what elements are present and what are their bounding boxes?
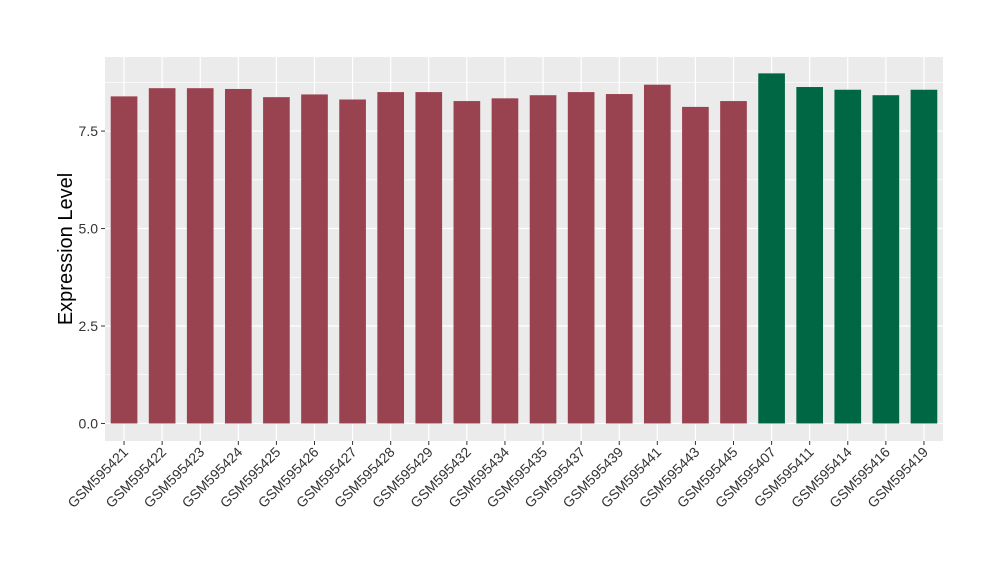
y-tick-label: 0.0 (79, 415, 99, 431)
bar (263, 97, 290, 424)
bar (796, 87, 824, 424)
bar (453, 101, 481, 424)
bar (301, 94, 328, 424)
bar (148, 88, 176, 424)
y-tick-label: 2.5 (79, 318, 99, 334)
bar (110, 96, 138, 424)
bar (643, 84, 671, 424)
bar (186, 88, 214, 424)
bar (605, 94, 633, 424)
bar (224, 88, 252, 424)
bar (872, 95, 900, 424)
bar (567, 92, 595, 424)
bar (682, 106, 709, 424)
bar (377, 92, 405, 424)
bars (110, 73, 938, 424)
y-axis-title: Expression Level (55, 173, 77, 325)
y-tick-label: 7.5 (79, 123, 99, 139)
bar (720, 101, 747, 424)
bar (758, 73, 785, 424)
x-axis: GSM595421GSM595422GSM595423GSM595424GSM5… (64, 441, 931, 511)
bar (529, 95, 557, 424)
y-axis: 0.0 2.5 5.0 7.5 (79, 123, 105, 431)
y-tick-label: 5.0 (79, 221, 99, 237)
bar (339, 99, 366, 424)
bar (491, 98, 519, 424)
bar (910, 89, 938, 424)
bar (834, 89, 862, 424)
bar (415, 92, 443, 424)
